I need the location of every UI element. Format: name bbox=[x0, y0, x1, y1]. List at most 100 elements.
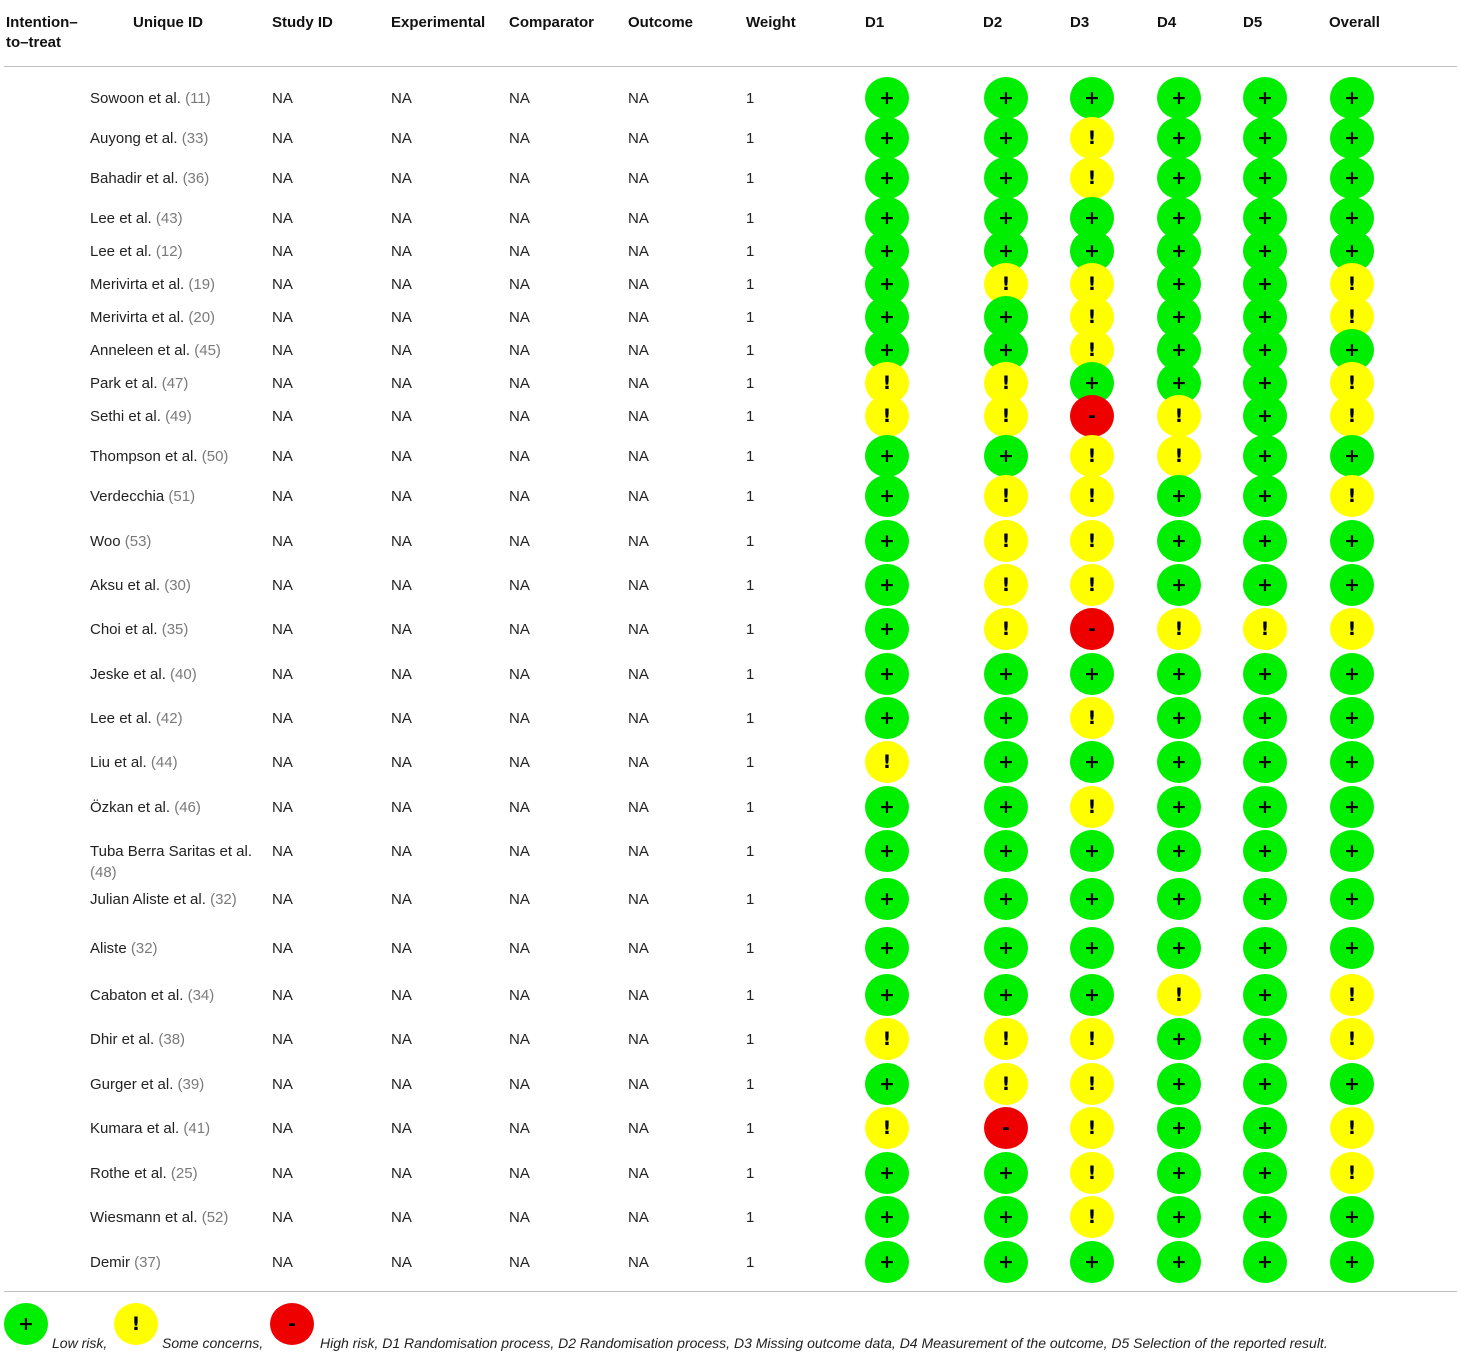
rating-d2-low-icon: + bbox=[984, 653, 1028, 695]
rating-d3-some-icon: ! bbox=[1070, 564, 1114, 606]
rating-d1-low-icon: + bbox=[865, 697, 909, 739]
study-id-cell: NA bbox=[272, 375, 293, 392]
rating-symbol: + bbox=[1344, 127, 1360, 149]
rating-d3-some-icon: ! bbox=[1070, 1018, 1114, 1060]
rating-symbol: + bbox=[879, 240, 895, 262]
study-reference: (36) bbox=[182, 170, 210, 187]
rating-d5-low-icon: + bbox=[1243, 974, 1287, 1016]
comparator-cell: NA bbox=[509, 1031, 530, 1048]
comparator-cell: NA bbox=[509, 1254, 530, 1271]
study-reference: (50) bbox=[201, 448, 229, 465]
rating-symbol: + bbox=[1084, 1251, 1100, 1273]
rating-d4-some-icon: ! bbox=[1157, 608, 1201, 650]
rating-symbol: + bbox=[1257, 339, 1273, 361]
experimental-cell: NA bbox=[391, 754, 412, 771]
experimental-cell: NA bbox=[391, 1165, 412, 1182]
rating-symbol: + bbox=[1257, 1162, 1273, 1184]
rating-symbol: + bbox=[1344, 339, 1360, 361]
outcome-cell: NA bbox=[628, 90, 649, 107]
study-id-cell: NA bbox=[272, 170, 293, 187]
study-name: Tuba Berra Saritas et al. (48) bbox=[90, 841, 260, 883]
rating-symbol: + bbox=[1344, 207, 1360, 229]
study-id-cell: NA bbox=[272, 577, 293, 594]
rating-symbol: + bbox=[879, 167, 895, 189]
experimental-cell: NA bbox=[391, 710, 412, 727]
study-name-text: Liu et al. bbox=[90, 754, 147, 771]
comparator-cell: NA bbox=[509, 987, 530, 1004]
rating-symbol: + bbox=[1257, 240, 1273, 262]
rating-d1-low-icon: + bbox=[865, 77, 909, 119]
rating-d3-some-icon: ! bbox=[1070, 1152, 1114, 1194]
rating-symbol: + bbox=[998, 167, 1014, 189]
rating-symbol: ! bbox=[882, 372, 892, 394]
rating-symbol: + bbox=[879, 273, 895, 295]
rating-d1-low-icon: + bbox=[865, 1196, 909, 1238]
study-reference: (52) bbox=[201, 1209, 229, 1226]
experimental-cell: NA bbox=[391, 1254, 412, 1271]
rating-d1-some-icon: ! bbox=[865, 1018, 909, 1060]
comparator-cell: NA bbox=[509, 375, 530, 392]
study-id-cell: NA bbox=[272, 1165, 293, 1182]
study-reference: (45) bbox=[194, 342, 221, 359]
rating-symbol: + bbox=[879, 663, 895, 685]
rating-symbol: + bbox=[879, 306, 895, 328]
weight-cell: 1 bbox=[746, 1209, 755, 1226]
experimental-cell: NA bbox=[391, 90, 412, 107]
rating-overall-some-icon: ! bbox=[1330, 1107, 1374, 1149]
rating-symbol: + bbox=[1344, 530, 1360, 552]
outcome-cell: NA bbox=[628, 533, 649, 550]
rating-d3-some-icon: ! bbox=[1070, 475, 1114, 517]
rating-d5-low-icon: + bbox=[1243, 77, 1287, 119]
rating-symbol: + bbox=[879, 87, 895, 109]
comparator-cell: NA bbox=[509, 130, 530, 147]
rating-symbol: ! bbox=[1347, 485, 1357, 507]
study-name-text: Bahadir et al. bbox=[90, 170, 179, 187]
rating-d5-low-icon: + bbox=[1243, 435, 1287, 477]
rating-symbol: + bbox=[1344, 1073, 1360, 1095]
rating-symbol: ! bbox=[1087, 574, 1097, 596]
rating-d4-some-icon: ! bbox=[1157, 435, 1201, 477]
study-id-cell: NA bbox=[272, 710, 293, 727]
study-id-cell: NA bbox=[272, 1209, 293, 1226]
rating-d3-high-icon: - bbox=[1070, 395, 1114, 437]
rating-d2-low-icon: + bbox=[984, 927, 1028, 969]
rating-d1-low-icon: + bbox=[865, 830, 909, 872]
rating-d2-low-icon: + bbox=[984, 77, 1028, 119]
rating-symbol: + bbox=[998, 840, 1014, 862]
rating-symbol: ! bbox=[1347, 1162, 1357, 1184]
weight-cell: 1 bbox=[746, 987, 755, 1004]
header-experimental: Experimental bbox=[391, 14, 486, 31]
comparator-cell: NA bbox=[509, 309, 530, 326]
header-d3: D3 bbox=[1070, 14, 1090, 31]
study-reference: (40) bbox=[170, 666, 197, 683]
rating-d5-low-icon: + bbox=[1243, 475, 1287, 517]
weight-cell: 1 bbox=[746, 799, 755, 816]
rating-d1-some-icon: ! bbox=[865, 395, 909, 437]
rating-overall-low-icon: + bbox=[1330, 435, 1374, 477]
rating-symbol: + bbox=[1084, 840, 1100, 862]
rating-symbol: + bbox=[879, 840, 895, 862]
experimental-cell: NA bbox=[391, 1209, 412, 1226]
rating-d4-low-icon: + bbox=[1157, 1018, 1201, 1060]
rating-symbol: ! bbox=[1087, 445, 1097, 467]
rating-overall-some-icon: ! bbox=[1330, 1018, 1374, 1060]
rating-d5-low-icon: + bbox=[1243, 878, 1287, 920]
rating-symbol: ! bbox=[882, 1028, 892, 1050]
study-name-text: Anneleen et al. bbox=[90, 342, 191, 359]
study-name: Cabaton et al. (34) bbox=[90, 985, 260, 1006]
rating-symbol: + bbox=[879, 339, 895, 361]
rating-symbol: + bbox=[1257, 87, 1273, 109]
rating-symbol: + bbox=[998, 1162, 1014, 1184]
weight-cell: 1 bbox=[746, 170, 755, 187]
comparator-cell: NA bbox=[509, 342, 530, 359]
rating-symbol: ! bbox=[1001, 485, 1011, 507]
legend-some-concerns-label: Some concerns, bbox=[162, 1335, 264, 1351]
rating-symbol: + bbox=[998, 796, 1014, 818]
rating-d1-low-icon: + bbox=[865, 1152, 909, 1194]
rating-d2-high-icon: - bbox=[984, 1107, 1028, 1149]
study-id-cell: NA bbox=[272, 843, 293, 860]
comparator-cell: NA bbox=[509, 448, 530, 465]
rating-overall-some-icon: ! bbox=[1330, 974, 1374, 1016]
study-name: Aliste (32) bbox=[90, 938, 260, 959]
